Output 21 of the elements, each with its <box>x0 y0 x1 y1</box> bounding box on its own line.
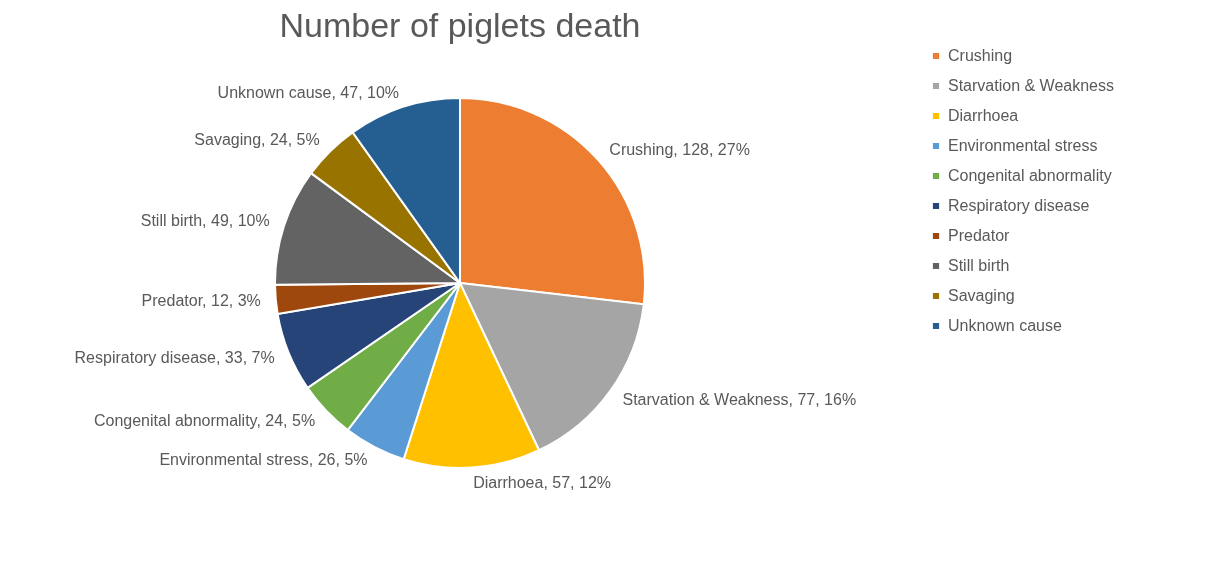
data-label: Savaging, 24, 5% <box>194 131 320 149</box>
data-label: Predator, 12, 3% <box>141 291 261 309</box>
data-label: Diarrhoea, 57, 12% <box>473 473 612 491</box>
legend-label: Starvation & Weakness <box>948 77 1115 94</box>
data-label: Starvation & Weakness, 77, 16% <box>622 390 857 408</box>
data-label: Unknown cause, 47, 10% <box>217 83 400 101</box>
legend-label: Respiratory disease <box>948 197 1090 214</box>
legend-label: Still birth <box>948 257 1010 274</box>
legend-label: Unknown cause <box>948 317 1062 334</box>
chart-title: Number of piglets death <box>279 6 641 44</box>
data-label: Still birth, 49, 10% <box>140 212 270 230</box>
legend-label: Diarrhoea <box>948 107 1019 124</box>
data-label: Congenital abnormality, 24, 5% <box>93 411 316 429</box>
legend-label: Predator <box>948 227 1011 244</box>
legend-label: Congenital abnormality <box>948 167 1112 184</box>
legend-label: Environmental stress <box>948 137 1098 154</box>
legend-label: Savaging <box>948 287 1015 304</box>
data-label: Respiratory disease, 33, 7% <box>74 349 275 367</box>
legend-label: Crushing <box>948 47 1013 64</box>
data-label: Crushing, 128, 27% <box>609 140 750 158</box>
data-label: Environmental stress, 26, 5% <box>159 451 368 469</box>
